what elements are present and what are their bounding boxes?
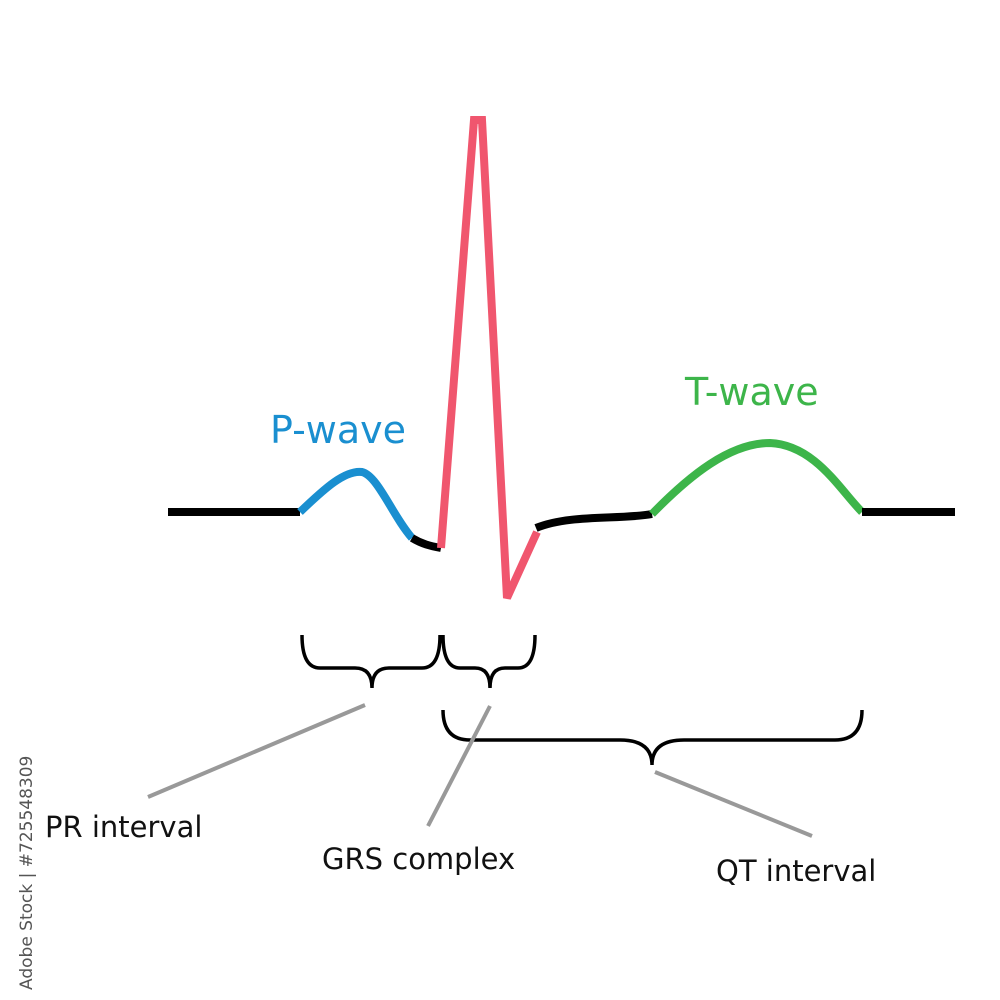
qrs-brace: [441, 634, 537, 689]
t-wave-label: T-wave: [684, 370, 819, 414]
qrs-leader-line: [426, 705, 492, 827]
qt-leader-line: [654, 770, 813, 838]
watermark-text: Adobe Stock | #725548309: [17, 756, 37, 990]
st-segment: [534, 510, 653, 532]
qt-interval-label: QT interval: [716, 854, 876, 888]
p-wave-curve: [297, 467, 416, 541]
p-wave-label: P-wave: [270, 408, 406, 452]
qrs-complex-curve: [437, 116, 541, 600]
pr-interval-label: PR interval: [45, 810, 202, 844]
pr-brace: [300, 634, 442, 689]
pr-segment: [409, 534, 442, 552]
pr-leader-line: [147, 703, 366, 799]
t-wave-curve: [649, 438, 865, 517]
qt-brace: [441, 709, 864, 766]
qrs-complex-label: GRS complex: [322, 842, 515, 876]
